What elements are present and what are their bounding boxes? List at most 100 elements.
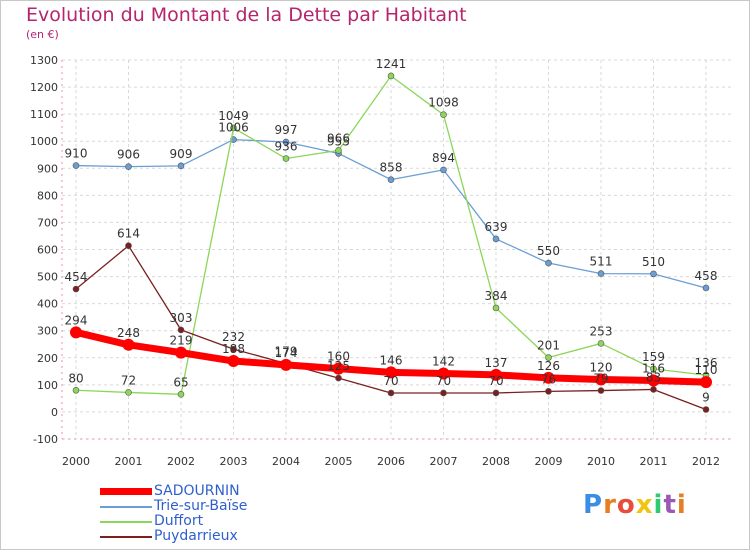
data-label: 1098 [428,96,459,110]
legend-swatch-duffort [100,521,152,523]
data-point [650,365,657,373]
data-point [227,355,240,368]
legend-swatch-puydarrieux [100,536,152,538]
legend-swatch-sadournin [100,488,152,495]
y-tick-label: 1100 [30,108,58,121]
x-tick-label: 2007 [430,455,458,468]
data-point [545,354,552,361]
data-label: 83 [646,370,661,384]
data-point [647,374,660,387]
data-point [125,389,132,396]
data-point [335,147,342,154]
data-point [230,124,237,132]
y-tick-label: 0 [51,406,58,419]
x-tick-label: 2002 [167,455,195,468]
unit-label: (en €) [26,28,59,41]
data-label: 1049 [218,109,249,123]
logo-letter: t [663,490,677,520]
data-label: 253 [590,324,613,338]
data-label: 142 [432,354,455,368]
data-point [177,162,185,170]
data-point [490,368,502,381]
data-point [437,367,450,380]
y-tick-label: 600 [37,244,58,257]
data-point [385,366,397,379]
data-label: 303 [170,311,193,325]
data-label: 80 [68,371,83,385]
data-label: 510 [642,255,665,269]
data-label: 188 [222,342,245,356]
data-point [440,389,447,397]
data-point [230,345,237,353]
x-tick-label: 2001 [115,455,143,468]
legend-swatch-trie-sur-baise [100,506,152,508]
y-tick-label: 1300 [30,54,58,67]
x-tick-label: 2000 [62,455,90,468]
y-tick-label: 400 [37,298,58,311]
data-point [282,138,290,146]
data-label: 174 [275,346,298,360]
logo-letter: i [653,490,664,520]
data-point [282,155,290,162]
data-label: 79 [593,372,608,386]
data-point [650,270,657,278]
x-tick-label: 2010 [587,455,615,468]
data-label: 458 [695,269,718,283]
data-point [122,338,135,351]
data-label: 614 [117,227,140,241]
data-point [492,235,500,243]
y-tick-label: 900 [37,162,58,175]
y-tick-label: 1200 [30,81,58,94]
data-label: 146 [380,353,403,367]
data-point [72,285,80,293]
data-point [597,340,605,347]
data-label: 65 [173,375,188,389]
data-point [72,386,80,394]
data-point [440,166,447,174]
y-tick-label: -100 [33,433,58,446]
y-tick-label: 100 [37,379,58,392]
logo-letter: i [676,490,687,520]
data-point [492,389,500,397]
data-label: 126 [537,359,560,373]
chart-title: Evolution du Montant de la Dette par Hab… [26,4,467,26]
data-label: 125 [327,359,350,373]
data-label: 639 [485,220,508,234]
x-tick-label: 2003 [220,455,248,468]
data-label: 384 [485,289,508,303]
data-point [702,406,710,413]
data-label: 454 [65,270,88,284]
legend-label-duffort: Duffort [154,513,204,529]
data-point [597,387,605,394]
data-point [72,162,80,169]
data-point [700,376,712,389]
logo-letter: P [583,490,604,520]
data-point [70,326,82,339]
data-label: 160 [327,350,350,364]
data-point [175,346,187,359]
data-label: 76 [541,372,556,386]
x-tick-label: 2006 [377,455,405,468]
data-label: 909 [170,147,193,161]
data-label: 936 [275,140,298,154]
data-point [545,259,552,267]
data-label: 955 [327,134,350,148]
data-label: 179 [275,344,298,358]
data-label: 997 [275,123,298,137]
data-label: 511 [590,255,613,269]
x-tick-label: 2011 [640,455,668,468]
data-label: 550 [537,244,560,258]
data-label: 70 [488,374,503,388]
data-point [440,111,447,118]
data-label: 159 [642,350,665,364]
data-point [335,374,342,382]
data-point [177,391,185,398]
y-tick-label: 700 [37,216,58,229]
x-tick-label: 2012 [692,455,720,468]
data-point [595,373,607,386]
y-tick-label: 1000 [30,135,58,148]
data-label: 116 [642,362,665,376]
data-point [387,176,395,183]
logo-letter: x [635,490,654,520]
